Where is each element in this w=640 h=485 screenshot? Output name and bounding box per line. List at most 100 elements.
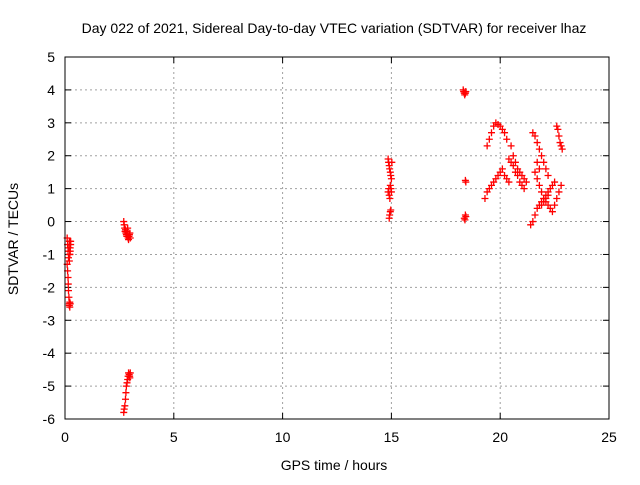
data-point: [535, 165, 543, 173]
data-point: [387, 188, 395, 196]
data-point: [531, 211, 539, 219]
data-point: [533, 175, 541, 183]
data-point: [540, 158, 548, 166]
data-point: [535, 181, 543, 189]
data-point: [388, 158, 396, 166]
data-point: [66, 250, 74, 258]
data-point: [533, 139, 541, 147]
data-point: [553, 122, 561, 130]
y-tick-label: -5: [43, 378, 56, 394]
data-point: [387, 171, 395, 179]
data-point: [509, 162, 517, 170]
data-point: [551, 178, 559, 186]
data-point: [64, 280, 72, 288]
grid: [65, 57, 609, 419]
data-point: [122, 389, 130, 397]
data-point: [462, 213, 470, 221]
data-point: [542, 165, 550, 173]
data-point: [529, 218, 537, 226]
data-point: [554, 125, 562, 133]
data-point: [487, 129, 495, 137]
data-point: [538, 152, 546, 160]
y-tick-label: -4: [43, 345, 56, 361]
data-point: [544, 171, 552, 179]
data-point: [481, 195, 489, 203]
data-point: [66, 244, 74, 252]
data-point: [123, 379, 131, 387]
data-point: [120, 405, 128, 413]
data-point: [386, 195, 394, 203]
data-point: [126, 369, 134, 377]
data-point: [556, 139, 564, 147]
data-point: [531, 168, 539, 176]
x-tick-label: 10: [275, 429, 291, 445]
data-point: [124, 224, 132, 232]
data-point: [461, 91, 469, 99]
data-point: [551, 201, 559, 209]
data-point: [485, 135, 493, 143]
data-point: [501, 129, 509, 137]
data-point: [126, 234, 134, 242]
data-point: [121, 402, 129, 410]
data-point: [522, 178, 530, 186]
data-point: [505, 178, 513, 186]
data-point: [121, 395, 129, 403]
data-point: [65, 293, 73, 301]
y-tick-label: -3: [43, 312, 56, 328]
data-point: [386, 181, 394, 189]
plot-frame: [64, 56, 610, 420]
data-point: [538, 188, 546, 196]
x-axis-label: GPS time / hours: [281, 457, 388, 473]
data-point: [507, 142, 515, 150]
data-points: [63, 86, 566, 416]
data-point: [553, 195, 561, 203]
x-tick-label: 5: [170, 429, 178, 445]
data-point: [64, 273, 72, 281]
data-point: [533, 158, 541, 166]
y-tick-label: -2: [43, 279, 56, 295]
data-point: [555, 188, 563, 196]
data-point: [387, 175, 395, 183]
data-point: [557, 181, 565, 189]
data-point: [558, 145, 566, 153]
data-point: [64, 254, 72, 262]
data-point: [387, 206, 395, 214]
y-tick-label: 0: [47, 214, 55, 230]
data-point: [544, 191, 552, 199]
data-point: [557, 142, 565, 150]
y-tick-label: 5: [47, 49, 55, 65]
y-tick-label: 2: [47, 148, 55, 164]
x-tick-label: 25: [601, 429, 617, 445]
data-point: [67, 237, 75, 245]
x-tick-label: 20: [492, 429, 508, 445]
data-point: [460, 214, 468, 222]
data-point: [531, 132, 539, 140]
y-tick-label: -1: [43, 246, 56, 262]
data-point: [386, 165, 394, 173]
data-point: [509, 152, 517, 160]
data-point: [483, 142, 491, 150]
data-point: [462, 178, 470, 186]
data-point: [64, 287, 72, 295]
y-tick-label: -6: [43, 411, 56, 427]
data-point: [514, 171, 522, 179]
data-point: [462, 88, 470, 96]
data-point: [65, 257, 73, 265]
data-point: [548, 208, 556, 216]
data-point: [386, 211, 394, 219]
x-tick-label: 15: [384, 429, 400, 445]
y-axis-label: SDTVAR / TECUs: [5, 183, 21, 295]
x-tick-label: 0: [61, 429, 69, 445]
data-point: [122, 382, 130, 390]
data-point: [503, 135, 511, 143]
data-point: [498, 165, 506, 173]
axis-ticks: 0 5 10 15 20 25 -6 -5 -4 -3 -2 -1 0 1 2 3 4 5: [43, 49, 617, 445]
data-point: [555, 132, 563, 140]
chart-title: Day 022 of 2021, Sidereal Day-to-day VTE…: [82, 20, 587, 36]
data-point: [66, 300, 74, 308]
y-tick-label: 3: [47, 115, 55, 131]
y-tick-label: 1: [47, 181, 55, 197]
y-tick-label: 4: [47, 82, 55, 98]
data-point: [535, 145, 543, 153]
